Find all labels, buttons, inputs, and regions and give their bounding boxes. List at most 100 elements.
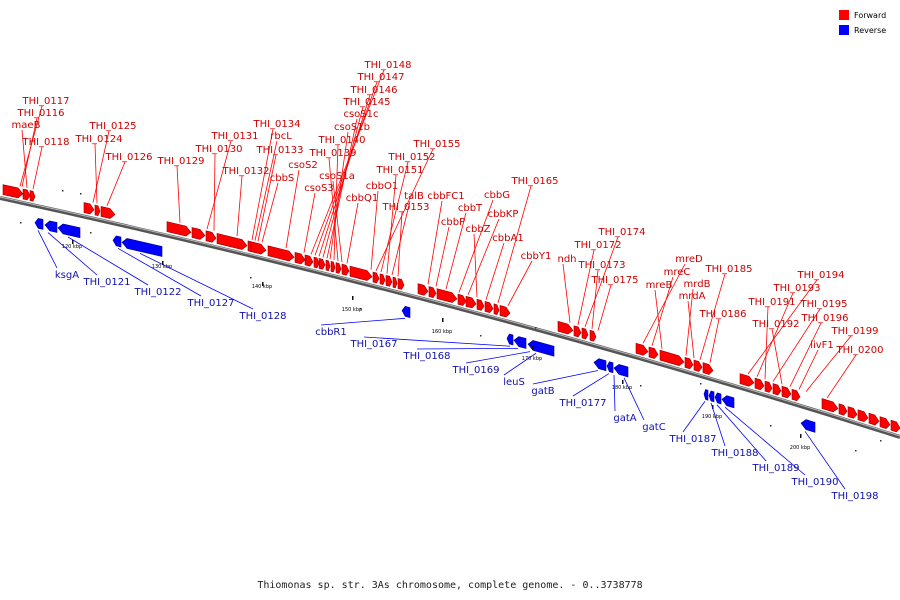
gene-label-thi-0132[interactable]: THI_0132	[221, 166, 269, 177]
forward-gene-arrow[interactable]	[573, 325, 582, 338]
gene-label-thi-0187[interactable]: THI_0187	[668, 434, 716, 445]
forward-gene-arrow[interactable]	[493, 303, 500, 316]
forward-gene-arrow[interactable]	[267, 245, 295, 262]
gene-label-mred[interactable]: mreD	[675, 254, 703, 265]
gene-label-thi-0193[interactable]: THI_0193	[772, 283, 820, 294]
gene-label-gata[interactable]: gatA	[613, 413, 636, 424]
forward-gene-arrow[interactable]	[341, 263, 350, 276]
forward-gene-arrow[interactable]	[349, 265, 373, 281]
gene-label-talb[interactable]: talB	[404, 191, 424, 202]
forward-gene-arrow[interactable]	[397, 278, 405, 290]
forward-gene-arrow[interactable]	[821, 398, 839, 413]
gene-label-ksga[interactable]: ksgA	[55, 270, 79, 281]
forward-gene-arrow[interactable]	[589, 329, 597, 342]
forward-gene-arrow[interactable]	[781, 385, 792, 399]
reverse-gene-arrow[interactable]	[513, 336, 527, 349]
gene-label-thi-0185[interactable]: THI_0185	[704, 264, 752, 275]
forward-gene-arrow[interactable]	[22, 188, 31, 201]
forward-gene-arrow[interactable]	[392, 276, 398, 289]
forward-gene-arrow[interactable]	[702, 362, 714, 375]
gene-label-cbbt[interactable]: cbbT	[458, 203, 483, 214]
gene-label-csos3[interactable]: csoS3	[304, 183, 334, 194]
forward-gene-arrow[interactable]	[857, 409, 869, 422]
reverse-gene-arrow[interactable]	[613, 364, 629, 378]
gene-label-thi-0173[interactable]: THI_0173	[577, 260, 625, 271]
gene-label-thi-0140[interactable]: THI_0140	[317, 135, 365, 146]
reverse-gene-arrow[interactable]	[34, 218, 44, 230]
forward-gene-arrow[interactable]	[754, 377, 765, 391]
forward-gene-arrow[interactable]	[94, 204, 101, 217]
gene-label-thi-0189[interactable]: THI_0189	[751, 463, 799, 474]
gene-label-rbcl[interactable]: rbcL	[270, 131, 292, 142]
gene-label-mrec[interactable]: mreC	[664, 267, 691, 278]
gene-label-livf1[interactable]: livF1	[810, 340, 834, 351]
gene-label-thi-0194[interactable]: THI_0194	[796, 270, 844, 281]
forward-gene-arrow[interactable]	[890, 419, 900, 433]
forward-gene-arrow[interactable]	[659, 349, 685, 367]
gene-label-cbbo1[interactable]: cbbO1	[366, 181, 398, 192]
gene-label-thi-0124[interactable]: THI_0124	[74, 134, 122, 145]
forward-gene-arrow[interactable]	[372, 271, 380, 284]
forward-gene-arrow[interactable]	[648, 346, 659, 359]
gene-label-thi-0148[interactable]: THI_0148	[363, 60, 411, 71]
gene-label-thi-0151[interactable]: THI_0151	[375, 165, 423, 176]
gene-label-thi-0133[interactable]: THI_0133	[255, 145, 303, 156]
forward-gene-arrow[interactable]	[847, 406, 858, 419]
gene-label-cbba1[interactable]: cbbA1	[492, 233, 523, 244]
gene-label-gatc[interactable]: gatC	[642, 422, 665, 433]
gene-label-thi-0121[interactable]: THI_0121	[82, 277, 130, 288]
gene-label-thi-0122[interactable]: THI_0122	[133, 287, 181, 298]
gene-label-csos1c[interactable]: csoS1c	[343, 109, 378, 120]
forward-gene-arrow[interactable]	[216, 233, 248, 250]
forward-gene-arrow[interactable]	[476, 298, 485, 311]
forward-gene-arrow[interactable]	[635, 342, 649, 356]
gene-label-thi-0116[interactable]: THI_0116	[16, 108, 64, 119]
gene-label-maeb[interactable]: maeB	[12, 120, 41, 131]
forward-gene-arrow[interactable]	[764, 380, 773, 393]
gene-label-thi-0196[interactable]: THI_0196	[800, 313, 848, 324]
gene-label-thi-0127[interactable]: THI_0127	[186, 298, 234, 309]
forward-gene-arrow[interactable]	[436, 288, 458, 303]
gene-label-csos1b[interactable]: csoS1b	[334, 122, 370, 133]
forward-gene-arrow[interactable]	[100, 206, 116, 219]
forward-gene-arrow[interactable]	[313, 256, 320, 269]
gene-label-mrdb[interactable]: mrdB	[684, 279, 711, 290]
forward-gene-arrow[interactable]	[499, 305, 511, 318]
gene-label-mreb[interactable]: mreB	[646, 280, 673, 291]
gene-label-thi-0168[interactable]: THI_0168	[402, 351, 450, 362]
forward-gene-arrow[interactable]	[879, 416, 891, 429]
gene-label-thi-0118[interactable]: THI_0118	[21, 137, 69, 148]
gene-label-thi-0155[interactable]: THI_0155	[412, 139, 460, 150]
forward-gene-arrow[interactable]	[581, 327, 589, 340]
gene-label-thi-0188[interactable]: THI_0188	[710, 448, 758, 459]
gene-label-thi-0125[interactable]: THI_0125	[88, 121, 136, 132]
gene-label-thi-0199[interactable]: THI_0199	[830, 326, 878, 337]
gene-label-thi-0186[interactable]: THI_0186	[698, 309, 746, 320]
forward-gene-arrow[interactable]	[417, 283, 429, 296]
gene-label-thi-0177[interactable]: THI_0177	[558, 398, 606, 409]
forward-gene-arrow[interactable]	[330, 261, 336, 273]
forward-gene-arrow[interactable]	[335, 262, 342, 274]
gene-label-gatb[interactable]: gatB	[531, 386, 554, 397]
gene-label-thi-0134[interactable]: THI_0134	[252, 119, 300, 130]
gene-label-thi-0167[interactable]: THI_0167	[349, 339, 397, 350]
forward-gene-arrow[interactable]	[465, 295, 477, 309]
gene-label-thi-0126[interactable]: THI_0126	[104, 152, 152, 163]
gene-label-cbbz[interactable]: cbbZ	[465, 224, 490, 235]
gene-label-thi-0152[interactable]: THI_0152	[387, 152, 435, 163]
forward-gene-arrow[interactable]	[428, 286, 437, 299]
gene-label-thi-0153[interactable]: THI_0153	[381, 202, 429, 213]
reverse-gene-arrow[interactable]	[721, 395, 735, 409]
gene-label-cbbq1[interactable]: cbbQ1	[346, 193, 378, 204]
gene-label-thi-0117[interactable]: THI_0117	[21, 96, 69, 107]
gene-label-cbby1[interactable]: cbbY1	[521, 251, 552, 262]
reverse-gene-arrow[interactable]	[714, 392, 722, 405]
gene-label-cbbg[interactable]: cbbG	[484, 190, 510, 201]
reverse-gene-arrow[interactable]	[401, 306, 411, 318]
forward-gene-arrow[interactable]	[83, 202, 95, 215]
gene-label-thi-0131[interactable]: THI_0131	[210, 131, 258, 142]
forward-gene-arrow[interactable]	[772, 383, 782, 396]
gene-label-thi-0139[interactable]: THI_0139	[308, 148, 356, 159]
forward-gene-arrow[interactable]	[739, 373, 755, 387]
forward-gene-arrow[interactable]	[325, 259, 331, 272]
